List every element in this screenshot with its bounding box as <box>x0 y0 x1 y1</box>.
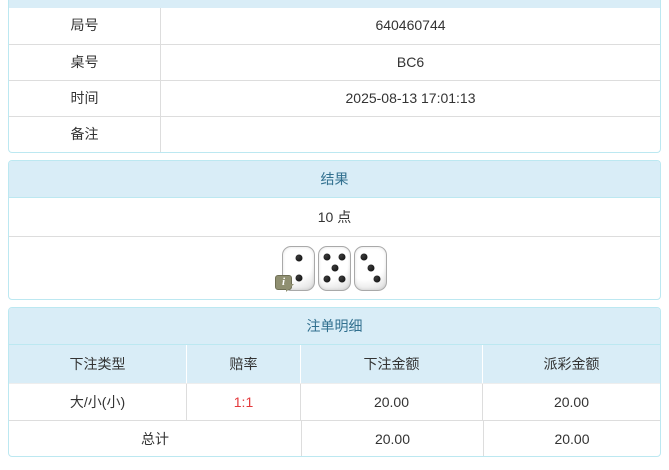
die-pip <box>295 274 302 282</box>
die-pip <box>338 275 346 283</box>
die-pip <box>373 275 381 283</box>
game-id-label: 局号 <box>9 8 161 44</box>
game-info-panel: 局号 640460744 桌号 BC6 时间 2025-08-13 17:01:… <box>8 0 661 153</box>
result-panel-title: 结果 <box>9 161 660 198</box>
column-header-odds: 赔率 <box>186 345 300 383</box>
bet-detail-page: 局号 640460744 桌号 BC6 时间 2025-08-13 17:01:… <box>8 0 661 457</box>
bet-amount-value: 20.00 <box>300 384 482 420</box>
die-pip <box>323 275 331 283</box>
result-points: 10 点 <box>9 198 660 237</box>
column-header-payout: 派彩金额 <box>482 345 660 383</box>
bet-type-value: 大/小(小) <box>69 394 126 410</box>
die-pip <box>338 253 346 261</box>
die-pip <box>360 253 368 261</box>
die-pip <box>331 264 338 272</box>
table-row: 桌号 BC6 <box>9 44 660 80</box>
image-info-icon[interactable]: i <box>275 274 294 292</box>
result-panel: 结果 10 点 i <box>8 160 661 300</box>
table-row: 备注 <box>9 116 660 152</box>
table-row: 时间 2025-08-13 17:01:13 <box>9 80 660 116</box>
dice-row: i <box>9 237 660 299</box>
remark-value <box>161 117 660 152</box>
column-header-bet-type: 下注类型 <box>69 356 126 372</box>
die-face-3 <box>354 245 387 291</box>
bet-details-panel: 注单明细 下注类型 赔率 下注金额 派彩金额 大/小(小) 1:1 20.00 … <box>8 307 661 457</box>
total-row: 总计 20.00 20.00 <box>9 420 660 456</box>
total-bet-amount: 20.00 <box>301 421 483 456</box>
total-label: 总计 <box>141 431 169 447</box>
bet-payout-value: 20.00 <box>482 384 660 420</box>
bet-odds-value: 1:1 <box>186 384 300 420</box>
game-id-value: 640460744 <box>375 17 446 33</box>
table-row: 局号 640460744 <box>9 8 660 44</box>
bet-table-header-row: 下注类型 赔率 下注金额 派彩金额 <box>9 345 660 383</box>
table-number-label: 桌号 <box>9 45 161 80</box>
table-number-value: BC6 <box>396 54 425 70</box>
die-pip <box>367 264 374 272</box>
game-info-heading-cutoff <box>9 0 660 8</box>
total-payout-amount: 20.00 <box>483 421 660 456</box>
bet-details-panel-title: 注单明细 <box>9 308 660 345</box>
time-label: 时间 <box>9 81 161 116</box>
column-header-bet-amount: 下注金额 <box>300 345 482 383</box>
remark-label: 备注 <box>9 117 161 152</box>
dice-group: i <box>275 245 387 292</box>
die-pip <box>323 253 331 261</box>
die-face-5 <box>318 245 351 291</box>
bet-details-table: 下注类型 赔率 下注金额 派彩金额 大/小(小) 1:1 20.00 20.00… <box>9 345 660 456</box>
bet-row: 大/小(小) 1:1 20.00 20.00 <box>9 383 660 420</box>
time-value: 2025-08-13 17:01:13 <box>345 90 476 106</box>
die-pip <box>295 254 302 262</box>
